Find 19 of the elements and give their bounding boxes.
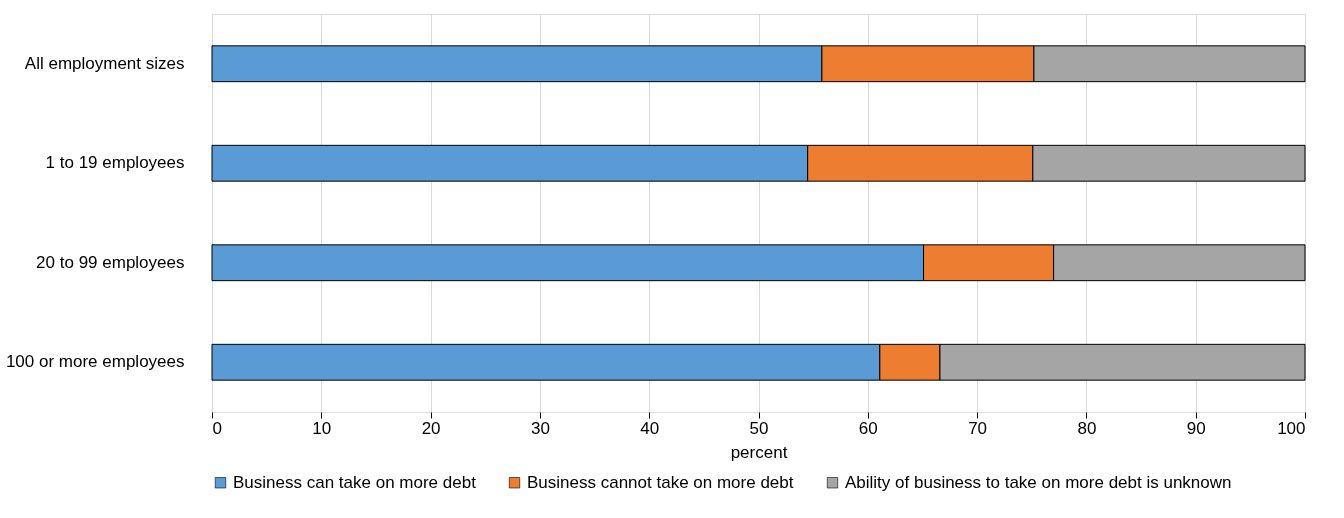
x-tick-label: 30 — [530, 418, 550, 438]
x-tick-label: 80 — [1077, 418, 1097, 438]
x-tick-label: 0 — [212, 418, 222, 438]
x-tick-label: 90 — [1186, 418, 1206, 438]
legend-label: Business can take on more debt — [233, 472, 477, 492]
x-tick-label: 10 — [312, 418, 332, 438]
x-axis-title: percent — [730, 442, 788, 462]
x-tick-label: 60 — [858, 418, 878, 438]
y-tick-label: 100 or more employees — [5, 352, 185, 372]
y-tick-label: All employment sizes — [24, 53, 185, 73]
x-tick-label: 20 — [421, 418, 441, 438]
x-tick-label: 40 — [640, 418, 660, 438]
x-tick-label: 70 — [968, 418, 988, 438]
legend-label: Business cannot take on more debt — [527, 472, 794, 492]
x-tick-label: 50 — [749, 418, 769, 438]
legend-label: Ability of business to take on more debt is unknown — [845, 472, 1232, 492]
y-tick-label: 20 to 99 employees — [36, 252, 185, 272]
y-tick-label: 1 to 19 employees — [45, 153, 185, 173]
x-tick-label: 100 — [1277, 418, 1306, 438]
